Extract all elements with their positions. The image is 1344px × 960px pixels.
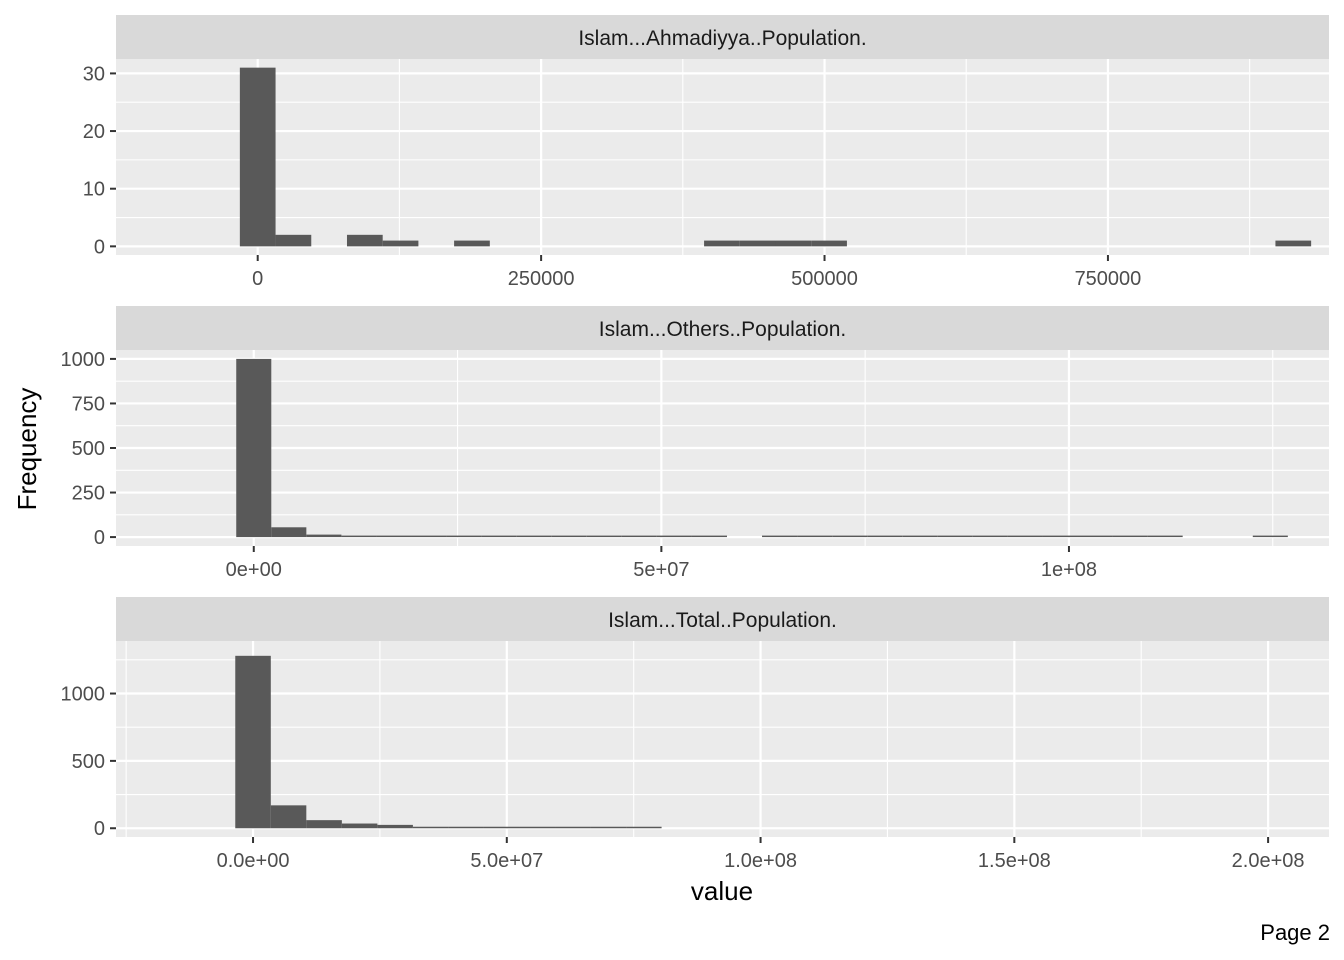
y-tick-label: 10	[83, 179, 105, 201]
histogram-bar	[481, 535, 517, 538]
x-tick-label: 1.0e+08	[724, 850, 797, 872]
y-tick-label: 20	[83, 121, 105, 143]
histogram-bar	[1275, 240, 1312, 247]
facet-panel: Islam...Ahmadiyya..Population. 0 10 20 30 0 25…	[83, 15, 1329, 290]
histogram-bar	[691, 535, 727, 538]
histogram-bar	[270, 805, 307, 829]
histogram-bar	[519, 826, 556, 829]
facet-strip-title: Islam...Ahmadiyya..Population.	[578, 27, 866, 50]
x-tick-label: 500000	[791, 268, 858, 290]
histogram-bar	[1147, 535, 1183, 538]
histogram-bar	[448, 826, 484, 829]
histogram-bar	[382, 240, 419, 247]
facet-strip	[116, 15, 1329, 59]
facet-panel: Islam...Total..Population. 0 500 1000 0.0e+0…	[61, 597, 1329, 872]
x-tick-label: 750000	[1075, 268, 1142, 290]
page-label: Page 2	[1260, 920, 1330, 945]
histogram-bar	[626, 826, 662, 829]
histogram-bar	[586, 535, 622, 538]
histogram-bar	[271, 527, 307, 538]
y-tick-label: 0	[94, 818, 105, 840]
histogram-bar	[412, 826, 449, 829]
x-tick-label: 250000	[508, 268, 575, 290]
x-tick-label: 0.0e+00	[217, 850, 290, 872]
x-tick-label: 1.5e+08	[978, 850, 1051, 872]
histogram-bar	[739, 240, 776, 247]
panel-background	[116, 641, 1329, 837]
facet-panels: Islam...Ahmadiyya..Population. 0 10 20 30 0 25…	[61, 15, 1329, 872]
x-axis-title: value	[691, 876, 753, 906]
histogram-bar	[239, 67, 276, 247]
y-tick-label: 0	[94, 236, 105, 258]
histogram-bar	[621, 535, 657, 538]
histogram-bar	[454, 240, 490, 247]
histogram-bar	[555, 826, 591, 829]
histogram-bar	[1042, 535, 1078, 538]
histogram-bar	[551, 535, 587, 538]
y-tick-label: 500	[72, 751, 105, 773]
y-tick-label: 500	[72, 438, 105, 460]
histogram-bar	[832, 535, 868, 538]
histogram-bar	[235, 655, 271, 829]
histogram-bar	[341, 535, 377, 538]
x-tick-label: 0	[252, 268, 263, 290]
histogram-bar	[377, 824, 413, 829]
histogram-bar	[411, 535, 447, 538]
y-tick-label: 750	[72, 393, 105, 415]
histogram-bar	[590, 826, 627, 829]
histogram-bar	[306, 534, 342, 538]
x-tick-label: 5e+07	[633, 559, 689, 581]
facet-strip	[116, 597, 1329, 641]
facet-panel: Islam...Others..Population. 0 250 500 750 100…	[61, 306, 1329, 581]
histogram-bar	[867, 535, 903, 538]
histogram-bar	[346, 234, 383, 247]
facet-strip-title: Islam...Others..Population.	[599, 318, 846, 341]
histogram-bar	[1252, 535, 1288, 538]
histogram-bar	[762, 535, 798, 538]
y-tick-label: 250	[72, 483, 105, 505]
x-tick-label: 1e+08	[1041, 559, 1097, 581]
histogram-bar	[811, 240, 847, 247]
facet-strip	[116, 306, 1329, 350]
y-axis-title: Frequency	[12, 388, 42, 511]
histogram-bar	[306, 820, 342, 829]
histogram-bar	[1112, 535, 1148, 538]
y-tick-label: 1000	[61, 684, 106, 706]
histogram-bar	[656, 535, 692, 538]
y-tick-label: 0	[94, 527, 105, 549]
histogram-bar	[341, 823, 378, 829]
histogram-bar	[797, 535, 833, 538]
histogram-bar	[902, 535, 938, 538]
histogram-bar	[775, 240, 812, 247]
histogram-bar	[1077, 535, 1113, 538]
histogram-bar	[446, 535, 482, 538]
histogram-bar	[483, 826, 520, 829]
histogram-bar	[704, 240, 740, 247]
histogram-bar	[937, 535, 973, 538]
histogram-bar	[516, 535, 552, 538]
histogram-bar	[376, 535, 412, 538]
x-tick-label: 0e+00	[226, 559, 282, 581]
x-tick-label: 5.0e+07	[470, 850, 543, 872]
panel-background	[116, 59, 1329, 255]
histogram-bar	[1007, 535, 1043, 538]
histogram-bar	[236, 358, 272, 538]
histogram-bar	[972, 535, 1008, 538]
y-tick-label: 1000	[61, 349, 106, 371]
y-tick-label: 30	[83, 63, 105, 85]
histogram-bar	[275, 234, 312, 247]
x-tick-label: 2.0e+08	[1232, 850, 1305, 872]
facet-strip-title: Islam...Total..Population.	[608, 609, 837, 632]
